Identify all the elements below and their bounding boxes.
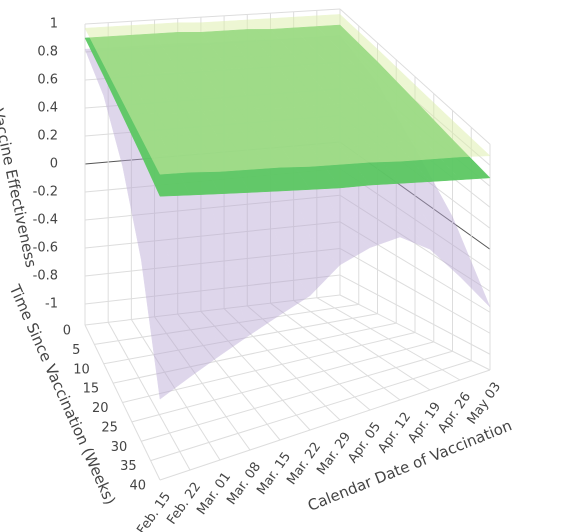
surface-patch <box>338 212 401 248</box>
grid-line <box>84 294 341 326</box>
grid-line <box>177 313 281 441</box>
x-tick-label: Feb. 15 <box>134 490 174 532</box>
grid-line <box>84 194 341 221</box>
grid-line <box>84 324 161 481</box>
surface-patch <box>254 256 311 316</box>
z-tick-label: 0.8 <box>37 45 58 60</box>
y-axis-title: Time Since Vaccination (Weeks) <box>5 281 119 507</box>
y-tick-label: 25 <box>101 420 118 435</box>
surface <box>84 14 491 175</box>
grid-line <box>84 274 341 305</box>
grid-line <box>84 8 341 25</box>
grid-line <box>293 300 431 391</box>
surface-patch <box>122 165 170 263</box>
z-tick-label: -0.8 <box>33 269 58 284</box>
surface-patch <box>282 239 341 297</box>
z-tick-label: 0 <box>50 157 58 172</box>
grid-line <box>103 313 378 365</box>
grid-line <box>150 360 472 462</box>
surface-patch <box>423 120 491 158</box>
z-tick-label: -1 <box>45 297 58 312</box>
grid-line <box>122 332 416 403</box>
z-tick-label: -0.6 <box>33 241 58 256</box>
y-tick-label: 10 <box>73 362 90 377</box>
y-tick-label: 5 <box>72 343 80 358</box>
grid-line <box>107 322 191 471</box>
z-tick-label: 0.4 <box>37 101 58 116</box>
z-tick-label: 1 <box>50 17 58 32</box>
grid-line <box>159 369 491 481</box>
z-tick-label: -0.2 <box>33 185 58 200</box>
grid-line <box>94 303 359 345</box>
y-tick-label: 40 <box>129 479 146 494</box>
surface-patch <box>140 259 191 400</box>
y-tick-label: 30 <box>111 440 128 455</box>
grid-line <box>246 305 371 411</box>
y-tick-label: 0 <box>63 324 71 339</box>
y-tick-label: 15 <box>83 382 100 397</box>
grid-line <box>131 341 434 423</box>
grid-line <box>84 221 341 249</box>
grid-line <box>84 247 341 277</box>
grid-line <box>130 319 221 461</box>
grid-line <box>270 302 401 401</box>
grid-line <box>154 316 251 451</box>
grid-line <box>316 297 461 381</box>
y-tick-label: 35 <box>120 459 137 474</box>
z-tick-label: 0.6 <box>37 73 58 88</box>
surface-patch <box>169 262 221 378</box>
surface-patch <box>366 212 431 250</box>
grid-line <box>223 308 341 421</box>
surface-patch <box>310 222 371 266</box>
grid-line <box>113 322 397 384</box>
grid-line <box>141 350 453 442</box>
surface-patch <box>395 213 461 277</box>
y-tick-label: 20 <box>92 401 109 416</box>
surfaces <box>84 14 491 400</box>
grid-line <box>200 311 311 431</box>
surface-patch <box>423 215 491 308</box>
surface-patch <box>197 264 251 356</box>
z-tick-label: 0.2 <box>37 129 58 144</box>
surface-patch <box>225 266 281 336</box>
z-tick-label: -0.4 <box>33 213 58 228</box>
grid-line <box>339 294 491 371</box>
